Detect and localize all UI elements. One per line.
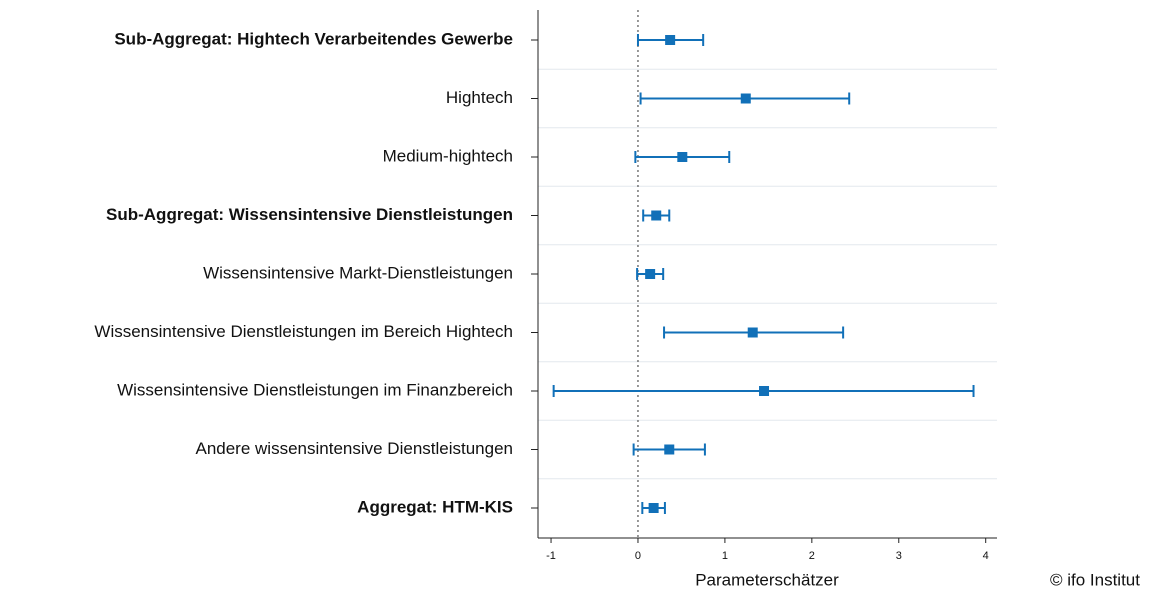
category-label: Aggregat: HTM-KIS bbox=[357, 497, 513, 516]
category-label: Sub-Aggregat: Wissensintensive Dienstlei… bbox=[106, 205, 513, 224]
x-tick-label: 4 bbox=[983, 550, 989, 562]
x-tick-label: -1 bbox=[546, 550, 556, 562]
category-label: Medium-hightech bbox=[383, 146, 513, 165]
point-estimate bbox=[759, 386, 770, 396]
point-estimate bbox=[651, 210, 662, 221]
point-estimate bbox=[747, 327, 758, 338]
x-tick-label: 3 bbox=[896, 550, 902, 562]
x-axis-label: Parameterschätzer bbox=[695, 570, 839, 589]
point-estimate bbox=[664, 444, 675, 455]
category-label: Sub-Aggregat: Hightech Verarbeitendes Ge… bbox=[114, 29, 513, 48]
x-tick-label: 2 bbox=[809, 550, 815, 562]
category-label: Wissensintensive Markt-Dienstleistungen bbox=[203, 263, 513, 282]
point-estimate bbox=[740, 93, 751, 104]
point-estimate bbox=[677, 152, 688, 162]
point-estimate bbox=[665, 35, 676, 45]
category-label: Wissensintensive Dienstleistungen im Fin… bbox=[117, 380, 513, 399]
x-tick-label: 0 bbox=[635, 550, 641, 562]
x-tick-label: 1 bbox=[722, 550, 728, 562]
point-estimate bbox=[645, 269, 656, 279]
category-label: Hightech bbox=[446, 88, 513, 107]
source: © ifo Institut bbox=[1050, 570, 1140, 589]
point-estimate bbox=[648, 503, 659, 513]
category-label: Wissensintensive Dienstleistungen im Ber… bbox=[94, 322, 513, 341]
category-label: Andere wissensintensive Dienstleistungen bbox=[195, 439, 513, 458]
